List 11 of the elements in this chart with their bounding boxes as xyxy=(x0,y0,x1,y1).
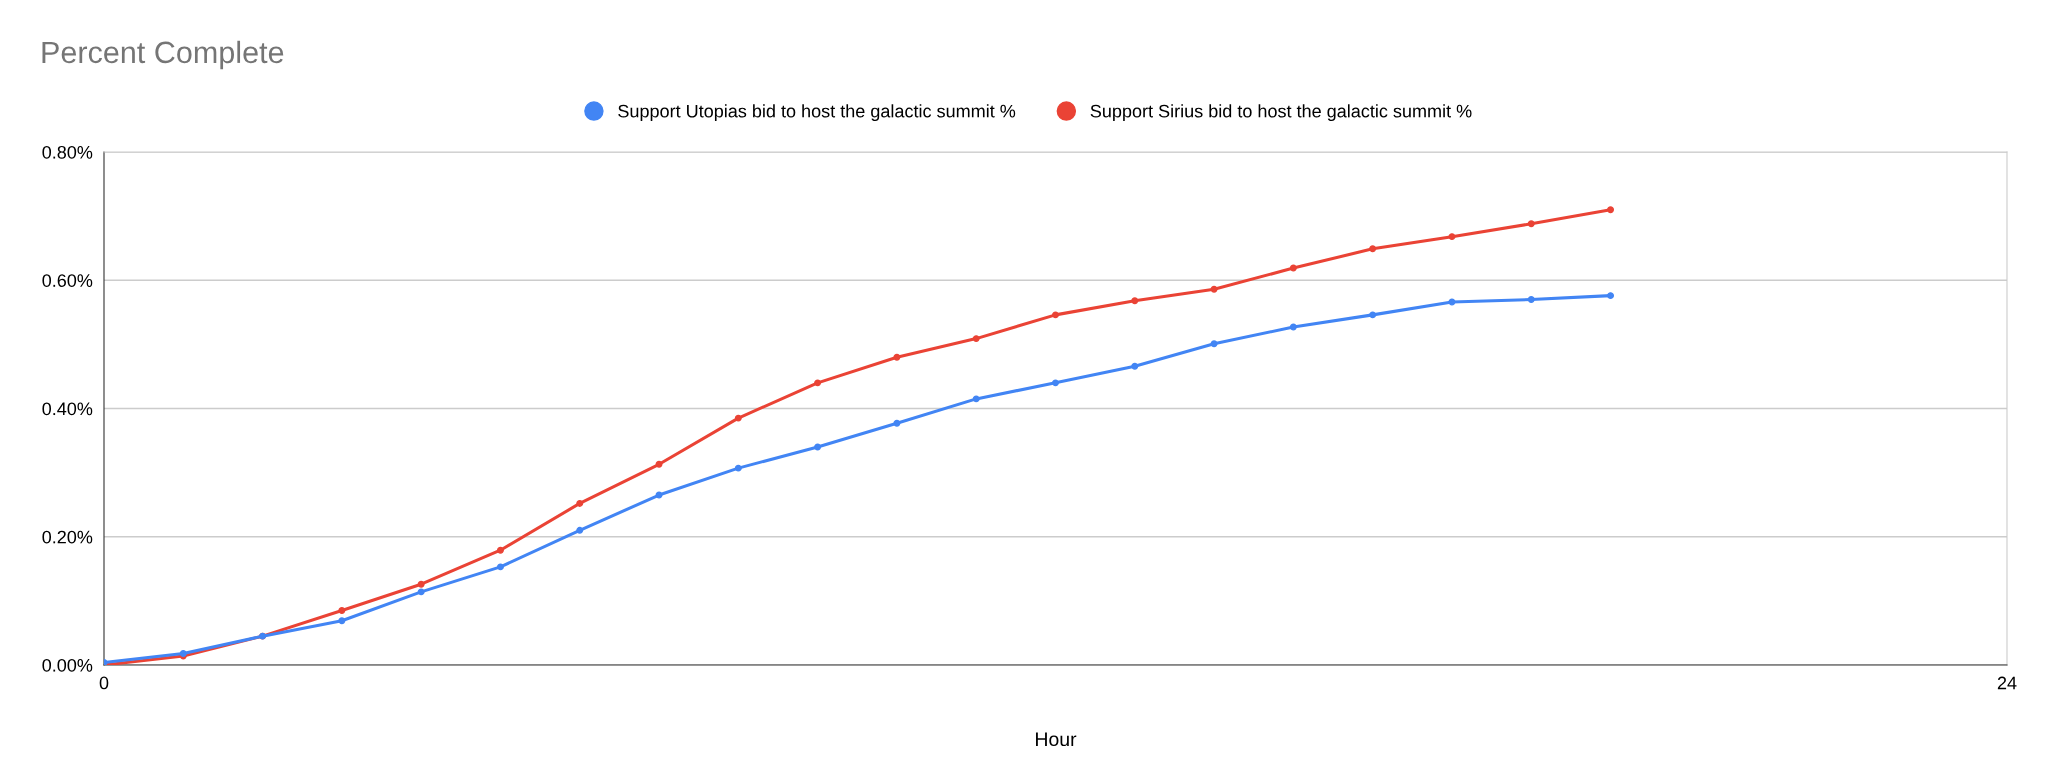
legend-label: Support Sirius bid to host the galactic summit % xyxy=(1090,104,1472,122)
x-axis-title: Hour xyxy=(1036,732,1077,747)
x-tick-label: 0 xyxy=(99,676,109,690)
y-tick-label: 0.80% xyxy=(42,145,93,159)
y-tick-label: 0.40% xyxy=(42,402,93,416)
chart-title: Percent Complete xyxy=(42,40,284,70)
legend-label: Support Utopias bid to host the galactic summit % xyxy=(618,104,1016,122)
y-tick-label: 0.60% xyxy=(42,274,93,287)
y-tick-label: 0.00% xyxy=(42,658,93,672)
y-tick-label: 0.20% xyxy=(42,530,93,544)
x-tick-label: 24 xyxy=(1997,676,2017,690)
